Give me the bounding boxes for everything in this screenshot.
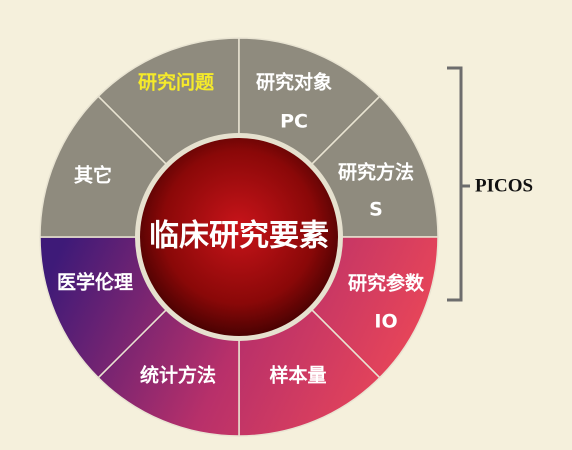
segment-label-2: 研究对象 <box>256 71 332 94</box>
segments-group <box>39 37 439 437</box>
segment-label-1: 研究问题 <box>138 71 214 94</box>
labels-group: 研究问题 研究对象 PC 研究方法 S 研究参数 IO 样本量 统计方法 医学伦理 其它 <box>57 71 425 387</box>
picos-bracket <box>447 66 463 302</box>
segment-sublabel-4: IO <box>374 311 397 333</box>
segment-label-3: 研究方法 <box>338 161 414 184</box>
segment-label-5: 样本量 <box>269 364 326 387</box>
segment-label-4: 研究参数 <box>348 272 425 295</box>
center-label: 临床研究要素 <box>149 219 329 254</box>
segment-label-8: 其它 <box>74 164 112 187</box>
segment-label-6: 统计方法 <box>140 364 216 387</box>
segment-sublabel-3: S <box>369 199 383 221</box>
picos-label: PICOS <box>475 175 533 196</box>
center-circle <box>140 138 338 336</box>
segment-sublabel-2: PC <box>280 111 308 133</box>
segment-label-7: 医学伦理 <box>57 271 133 294</box>
